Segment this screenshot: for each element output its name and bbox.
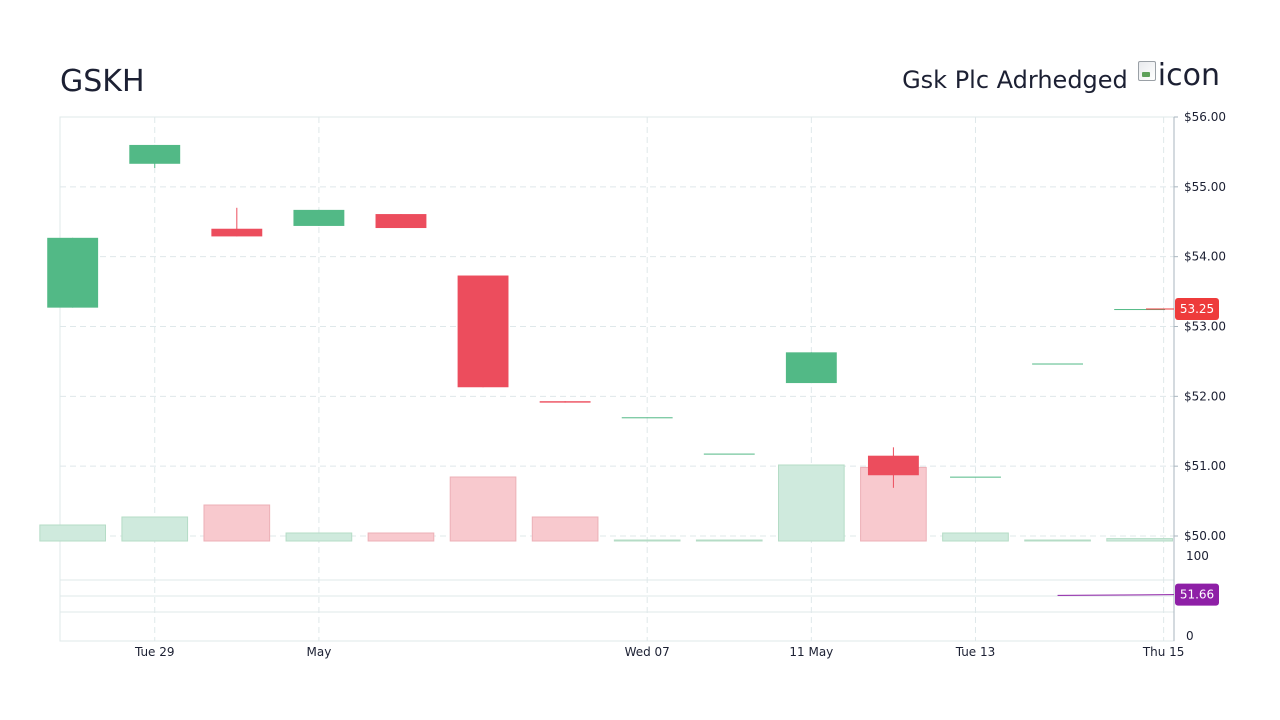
price-tick-label: $55.00 bbox=[1184, 180, 1226, 194]
candles bbox=[47, 144, 1166, 488]
candle bbox=[1114, 309, 1166, 311]
candle-body bbox=[703, 453, 755, 455]
volume-bar bbox=[531, 516, 599, 542]
date-tick-label: Tue 13 bbox=[955, 645, 996, 659]
candle bbox=[867, 447, 919, 488]
axes: $50.00 $51.00 $52.00 $53.00 $54.00 $55.00 $56.… bbox=[134, 110, 1226, 659]
company-header: Gsk Plc Adrhedged icon bbox=[902, 58, 1220, 95]
date-tick-label: May bbox=[306, 645, 331, 659]
candle bbox=[785, 352, 837, 384]
ticker-symbol: GSKH bbox=[60, 64, 145, 99]
chart-grid bbox=[59, 116, 1175, 642]
candle bbox=[621, 417, 673, 419]
price-tick-label: $56.00 bbox=[1184, 110, 1226, 124]
candle-body bbox=[1032, 363, 1084, 365]
volume-bar bbox=[1106, 538, 1173, 542]
volume-bar bbox=[942, 532, 1009, 542]
volume-bar bbox=[695, 539, 763, 542]
candle-body bbox=[47, 237, 99, 308]
candle-body bbox=[539, 401, 591, 403]
candle-body bbox=[1114, 309, 1166, 311]
candle-body bbox=[785, 352, 837, 384]
candle-body bbox=[457, 275, 509, 388]
price-tick-label: $54.00 bbox=[1184, 250, 1226, 264]
last-price-label: 53.25 bbox=[1180, 302, 1214, 316]
date-tick-label: Tue 29 bbox=[134, 645, 175, 659]
date-tick-label: 11 May bbox=[789, 645, 833, 659]
plot-frame bbox=[59, 116, 1175, 642]
last-price-tag bbox=[1175, 298, 1219, 321]
candle-body bbox=[129, 144, 181, 164]
price-tick-label: $52.00 bbox=[1184, 389, 1226, 403]
candle-body bbox=[211, 228, 263, 237]
indicator-tick-label: 100 bbox=[1186, 549, 1209, 563]
volume-bar bbox=[613, 539, 681, 542]
date-tick-label: Wed 07 bbox=[625, 645, 670, 659]
volume-bars bbox=[39, 464, 1173, 542]
price-tick-label: $51.00 bbox=[1184, 459, 1226, 473]
candle-body bbox=[950, 476, 1001, 478]
volume-bar bbox=[778, 464, 845, 542]
indicator-tick-label: 0 bbox=[1186, 629, 1194, 643]
candle-body bbox=[293, 209, 345, 226]
candle bbox=[293, 209, 345, 226]
candle bbox=[375, 214, 427, 229]
volume-bar bbox=[203, 504, 271, 542]
company-name: Gsk Plc Adrhedged bbox=[902, 66, 1128, 94]
candle bbox=[211, 207, 263, 237]
price-tick-label: $50.00 bbox=[1184, 529, 1226, 543]
candle bbox=[703, 453, 755, 455]
volume-bar bbox=[121, 516, 189, 542]
volume-bar bbox=[367, 532, 435, 542]
date-tick-label: Thu 15 bbox=[1142, 645, 1185, 659]
candle-body bbox=[375, 214, 427, 229]
broken-image-icon bbox=[1137, 61, 1156, 81]
volume-bar bbox=[285, 532, 353, 542]
candle-body bbox=[621, 417, 673, 419]
volume-bar bbox=[1024, 539, 1091, 542]
price-tags: 53.25 51.66 bbox=[1146, 298, 1219, 606]
candle bbox=[539, 401, 591, 403]
indicator-value-tag bbox=[1175, 583, 1219, 606]
logo-alt-text: icon bbox=[1157, 58, 1220, 93]
candle bbox=[950, 476, 1001, 478]
volume-bar bbox=[39, 524, 106, 542]
indicator-pane: 0 100 bbox=[1057, 549, 1209, 643]
candle bbox=[129, 144, 181, 168]
indicator-line bbox=[1057, 594, 1175, 596]
candle-body bbox=[867, 455, 919, 476]
candle bbox=[1032, 363, 1084, 365]
candle bbox=[457, 275, 509, 388]
candle bbox=[47, 237, 99, 308]
volume-bar bbox=[449, 476, 517, 542]
indicator-value-label: 51.66 bbox=[1180, 588, 1214, 602]
price-tick-label: $53.00 bbox=[1184, 320, 1226, 334]
company-logo-icon: icon bbox=[1137, 58, 1220, 93]
